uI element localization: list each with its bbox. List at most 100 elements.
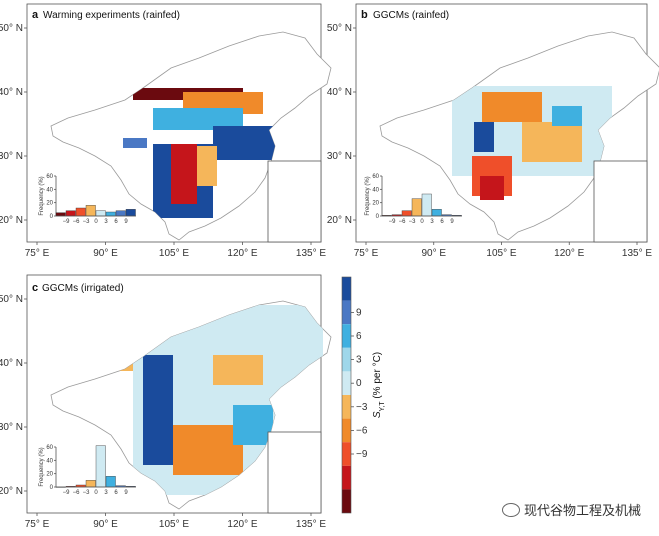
colorbar-segment bbox=[342, 395, 351, 419]
hist-bar bbox=[432, 209, 442, 216]
hist-ylabel: Frequency (%) bbox=[365, 176, 371, 215]
panel-title: Warming experiments (rainfed) bbox=[43, 10, 180, 21]
lon-tick-label: 75° E bbox=[25, 248, 50, 259]
colorbar-segment bbox=[342, 371, 351, 395]
lon-tick-label: 135° E bbox=[296, 519, 326, 530]
south-china-sea-inset bbox=[268, 432, 321, 513]
field-patch bbox=[474, 122, 494, 152]
field-patch bbox=[482, 92, 542, 122]
hist-y-tick-label: 60 bbox=[46, 174, 53, 180]
field-patch bbox=[480, 176, 504, 200]
lat-tick-label: 40° N bbox=[0, 87, 23, 98]
hist-y-tick-label: 40 bbox=[46, 187, 53, 193]
hist-bar bbox=[422, 194, 432, 216]
hist-x-tick-label: −6 bbox=[73, 490, 81, 496]
colorbar-segment bbox=[342, 277, 351, 301]
field-patch bbox=[213, 355, 263, 385]
colorbar-tick-label: −3 bbox=[356, 402, 368, 413]
lon-tick-label: 120° E bbox=[554, 248, 584, 259]
colorbar-tick-label: −6 bbox=[356, 425, 368, 436]
hist-x-tick-label: −9 bbox=[389, 219, 397, 225]
field-patch bbox=[197, 146, 217, 186]
lon-tick-label: 105° E bbox=[159, 519, 189, 530]
hist-bar bbox=[96, 446, 106, 487]
lon-tick-label: 75° E bbox=[25, 519, 50, 530]
lat-tick-label: 50° N bbox=[0, 294, 23, 305]
lon-tick-label: 105° E bbox=[486, 248, 516, 259]
south-china-sea-inset bbox=[594, 161, 647, 242]
lon-tick-label: 105° E bbox=[159, 248, 189, 259]
hist-x-tick-label: −6 bbox=[73, 219, 81, 225]
hist-bar bbox=[86, 480, 96, 487]
hist-bar bbox=[116, 211, 126, 216]
lat-tick-label: 50° N bbox=[0, 23, 23, 34]
hist-bar bbox=[402, 211, 412, 216]
field-patch bbox=[552, 106, 582, 126]
hist-bar bbox=[412, 199, 422, 216]
field-patch bbox=[123, 138, 147, 148]
hist-bar bbox=[56, 213, 66, 216]
lon-tick-label: 75° E bbox=[354, 248, 379, 259]
lon-tick-label: 90° E bbox=[93, 248, 118, 259]
field-patch bbox=[233, 405, 273, 445]
watermark-text: 现代谷物工程及机械 bbox=[524, 500, 641, 519]
hist-y-tick-label: 20 bbox=[372, 201, 379, 207]
hist-bar bbox=[106, 212, 116, 216]
panel-title: GGCMs (irrigated) bbox=[42, 283, 124, 294]
hist-ylabel: Frequency (%) bbox=[39, 176, 45, 215]
lon-tick-label: 90° E bbox=[421, 248, 446, 259]
lat-tick-label: 30° N bbox=[0, 151, 23, 162]
lon-tick-label: 135° E bbox=[622, 248, 652, 259]
colorbar-segment bbox=[342, 466, 351, 490]
hist-bar bbox=[86, 205, 96, 216]
hist-y-tick-label: 40 bbox=[372, 187, 379, 193]
watermark: 现代谷物工程及机械 bbox=[502, 500, 641, 519]
colorbar-tick-label: 9 bbox=[356, 307, 362, 318]
hist-ylabel: Frequency (%) bbox=[39, 447, 45, 486]
panel-letter: c bbox=[32, 282, 38, 294]
colorbar-tick-label: −9 bbox=[356, 449, 368, 460]
field-patch bbox=[143, 355, 173, 465]
south-china-sea-inset bbox=[268, 161, 321, 242]
hist-y-tick-label: 60 bbox=[372, 174, 379, 180]
colorbar-segment bbox=[342, 442, 351, 466]
colorbar-label: SY,T (% per °C) bbox=[372, 352, 386, 418]
colorbar-segment bbox=[342, 419, 351, 443]
lon-tick-label: 120° E bbox=[227, 248, 257, 259]
hist-bar bbox=[126, 209, 136, 216]
field-patch bbox=[173, 425, 243, 475]
hist-x-tick-label: −6 bbox=[399, 219, 407, 225]
lat-tick-label: 20° N bbox=[0, 215, 23, 226]
lon-tick-label: 90° E bbox=[93, 519, 118, 530]
panel-letter: a bbox=[32, 9, 39, 21]
lon-tick-label: 135° E bbox=[296, 248, 326, 259]
hist-bar bbox=[76, 208, 86, 216]
panel-a: a Warming experiments (rainfed) 6040200F… bbox=[27, 4, 331, 242]
lat-tick-label: 30° N bbox=[327, 151, 352, 162]
colorbar-label-units: (% per °C) bbox=[372, 352, 383, 402]
lat-tick-label: 30° N bbox=[0, 422, 23, 433]
field-patch bbox=[522, 122, 582, 162]
hist-y-tick-label: 20 bbox=[46, 201, 53, 207]
lat-tick-label: 40° N bbox=[327, 87, 352, 98]
hist-x-tick-label: −9 bbox=[63, 490, 71, 496]
hist-bar bbox=[96, 211, 106, 216]
hist-y-tick-label: 40 bbox=[46, 458, 53, 464]
hist-x-tick-label: −3 bbox=[409, 219, 417, 225]
panel-letter: b bbox=[361, 9, 368, 21]
hist-bar bbox=[106, 476, 116, 487]
field-patch bbox=[171, 144, 197, 204]
hist-y-tick-label: 20 bbox=[46, 472, 53, 478]
lat-tick-label: 20° N bbox=[0, 486, 23, 497]
colorbar-tick-label: 6 bbox=[356, 331, 362, 342]
lat-tick-label: 50° N bbox=[327, 23, 352, 34]
hist-bar bbox=[66, 211, 76, 216]
colorbar-segment bbox=[342, 348, 351, 372]
colorbar-segment bbox=[342, 301, 351, 325]
panel-title: GGCMs (rainfed) bbox=[373, 10, 449, 21]
lon-tick-label: 120° E bbox=[227, 519, 257, 530]
